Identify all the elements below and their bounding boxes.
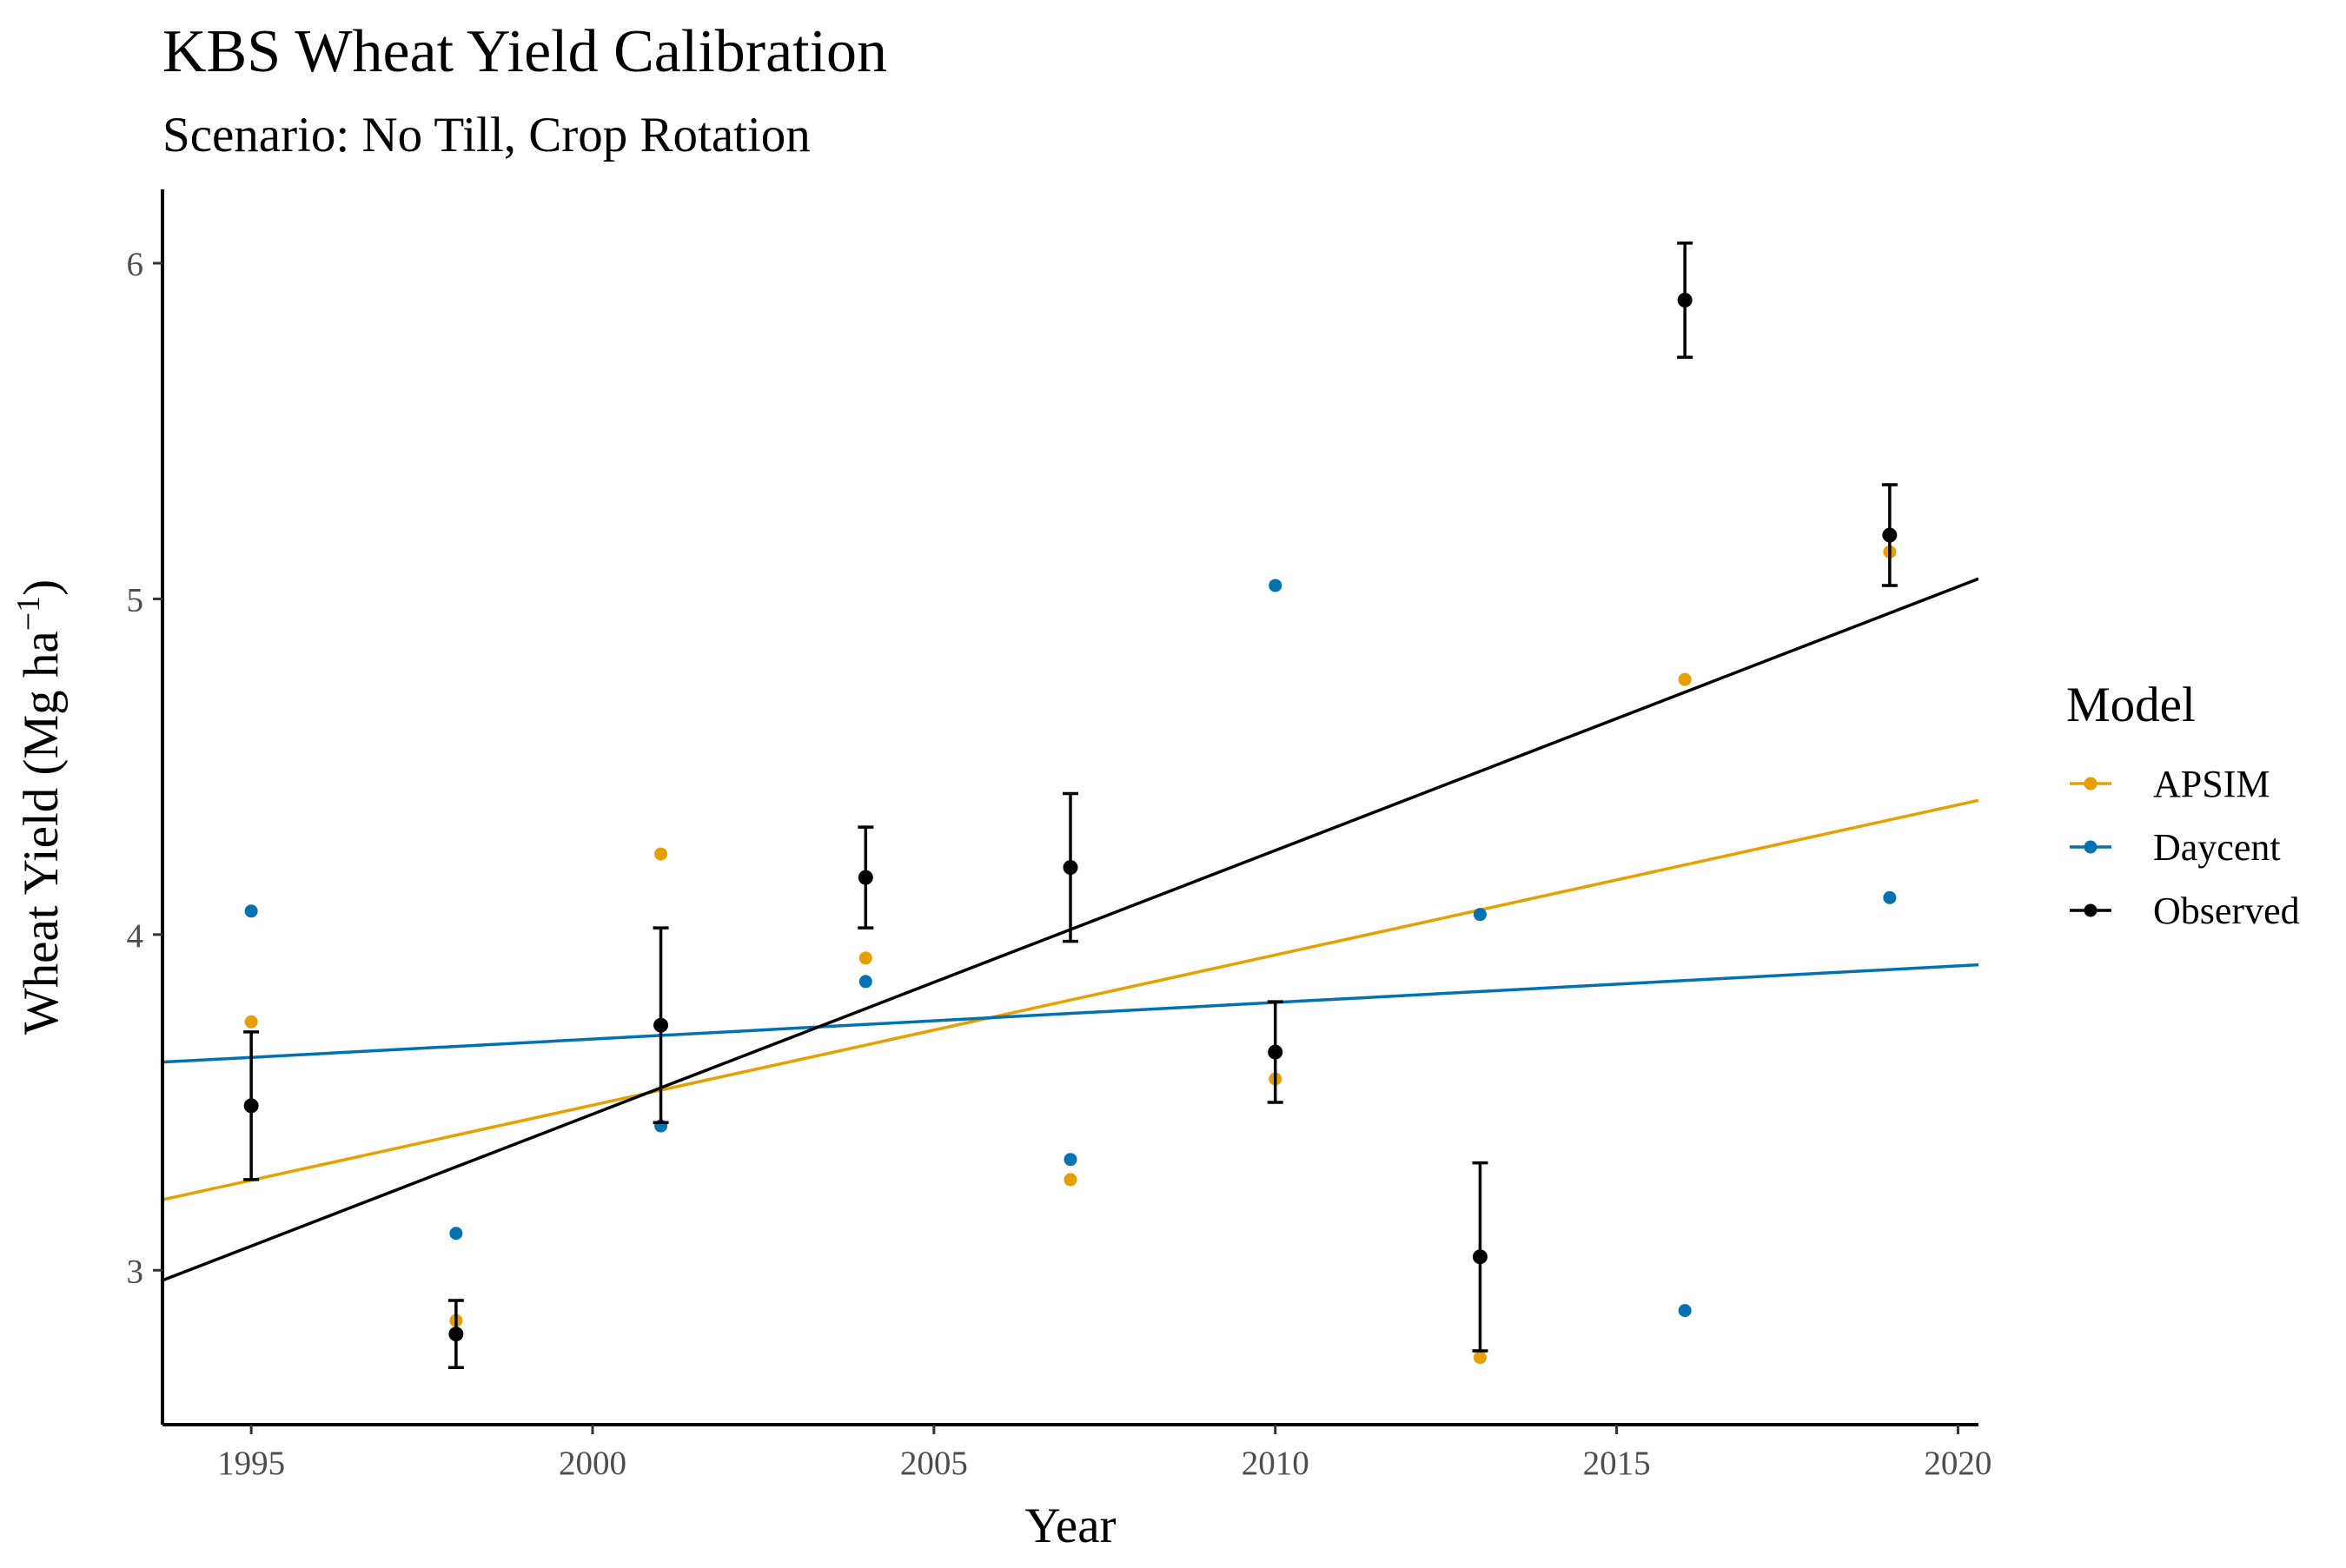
x-tick-label: 2000 (559, 1445, 626, 1482)
legend-label: Daycent (2153, 826, 2281, 869)
legend-title: Model (2066, 678, 2196, 732)
observed-point (1268, 1044, 1283, 1060)
observed-point (243, 1098, 259, 1114)
legend-label: Observed (2153, 890, 2300, 932)
y-axis-title: Wheat Yield (Mg ha−1) (10, 579, 69, 1035)
legend-key-point (2084, 777, 2097, 791)
daycent-point (1883, 890, 1897, 904)
observed-point (448, 1327, 464, 1342)
daycent-point (449, 1227, 463, 1241)
daycent-point (1269, 579, 1282, 592)
apsim-point (244, 1015, 258, 1029)
legend-key-point (2084, 903, 2097, 917)
x-tick-label: 2015 (1583, 1445, 1651, 1482)
legend-item-observed: Observed (2070, 890, 2300, 932)
x-tick-label: 2020 (1924, 1445, 1991, 1482)
observed-point (653, 1017, 669, 1033)
observed-point (1882, 527, 1898, 543)
observed-point (1677, 293, 1693, 308)
daycent-point (1678, 1304, 1692, 1318)
apsim-point (1678, 672, 1692, 686)
axis-ticks: 1995 2000 2005 2010 2015 2020 3 4 5 6 (127, 246, 1992, 1482)
y-tick-label: 6 (127, 246, 144, 283)
y-tick-label: 3 (127, 1253, 144, 1290)
daycent-trend-line (162, 963, 1978, 1064)
chart-subtitle: Scenario: No Till, Crop Rotation (162, 108, 811, 162)
daycent-point (1064, 1153, 1077, 1167)
apsim-point (858, 951, 872, 965)
legend-item-apsim: APSIM (2070, 763, 2270, 805)
daycent-point (1473, 908, 1487, 922)
legend: Model APSIM Daycent Observed (2066, 678, 2300, 932)
apsim-trend-line (162, 798, 1978, 1201)
chart-title: KBS Wheat Yield Calibration (162, 18, 887, 85)
daycent-point (244, 904, 258, 918)
x-tick-label: 2005 (900, 1445, 968, 1482)
daycent-point (858, 975, 872, 989)
apsim-point (654, 847, 668, 861)
legend-item-daycent: Daycent (2070, 826, 2281, 869)
apsim-series (244, 545, 1897, 1365)
y-tick-label: 5 (127, 581, 144, 619)
x-axis-title: Year (1024, 1499, 1116, 1553)
plot-area (162, 241, 1978, 1370)
legend-label: APSIM (2153, 763, 2270, 805)
x-tick-label: 2010 (1242, 1445, 1309, 1482)
y-tick-label: 4 (127, 917, 144, 955)
daycent-series (244, 579, 1897, 1318)
legend-entries: APSIM Daycent Observed (2070, 763, 2300, 932)
y-axis-title-close: ) (14, 579, 69, 596)
y-axis-title-main: Wheat Yield (Mg ha (14, 631, 69, 1035)
observed-point (858, 870, 873, 885)
legend-key-point (2084, 840, 2097, 854)
y-axis-title-superscript: −1 (10, 596, 47, 631)
x-tick-label: 1995 (217, 1445, 285, 1482)
observed-point (1063, 860, 1078, 876)
observed-point (1472, 1249, 1488, 1265)
observed-series (243, 241, 1898, 1370)
apsim-point (1473, 1351, 1487, 1365)
apsim-point (1064, 1173, 1077, 1187)
